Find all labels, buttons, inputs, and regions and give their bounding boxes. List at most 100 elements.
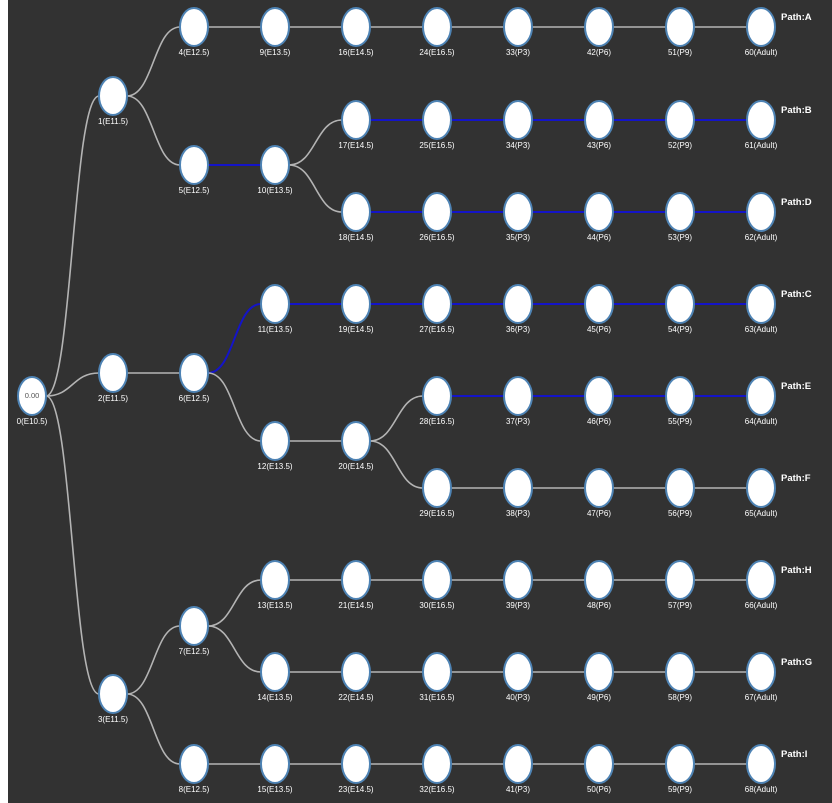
node-circle[interactable]	[341, 421, 371, 461]
node-circle[interactable]	[503, 192, 533, 232]
tree-node-1[interactable]: 1(E11.5)	[98, 76, 128, 126]
node-circle[interactable]	[422, 192, 452, 232]
tree-node-16[interactable]: 16(E14.5)	[338, 7, 374, 57]
node-circle[interactable]	[584, 560, 614, 600]
tree-node-56[interactable]: 56(P9)	[665, 468, 695, 518]
node-circle[interactable]	[503, 100, 533, 140]
tree-node-29[interactable]: 29(E16.5)	[419, 468, 455, 518]
tree-node-14[interactable]: 14(E13.5)	[257, 652, 293, 702]
tree-node-43[interactable]: 43(P6)	[584, 100, 614, 150]
tree-node-51[interactable]: 51(P9)	[665, 7, 695, 57]
tree-node-55[interactable]: 55(P9)	[665, 376, 695, 426]
node-circle[interactable]	[503, 468, 533, 508]
node-circle[interactable]	[584, 468, 614, 508]
tree-node-18[interactable]: 18(E14.5)	[338, 192, 374, 242]
node-circle[interactable]	[503, 560, 533, 600]
tree-node-42[interactable]: 42(P6)	[584, 7, 614, 57]
tree-node-8[interactable]: 8(E12.5)	[179, 744, 210, 794]
node-circle[interactable]	[260, 652, 290, 692]
node-circle[interactable]	[665, 652, 695, 692]
tree-node-57[interactable]: 57(P9)	[665, 560, 695, 610]
node-circle[interactable]	[746, 192, 776, 232]
node-circle[interactable]	[584, 100, 614, 140]
node-circle[interactable]	[98, 674, 128, 714]
tree-node-37[interactable]: 37(P3)	[503, 376, 533, 426]
tree-node-54[interactable]: 54(P9)	[665, 284, 695, 334]
node-circle[interactable]	[179, 7, 209, 47]
tree-node-19[interactable]: 19(E14.5)	[338, 284, 374, 334]
node-circle[interactable]	[746, 100, 776, 140]
node-circle[interactable]	[260, 421, 290, 461]
node-circle[interactable]	[746, 744, 776, 784]
tree-node-32[interactable]: 32(E16.5)	[419, 744, 455, 794]
node-circle[interactable]	[584, 192, 614, 232]
node-circle[interactable]	[17, 376, 47, 416]
node-circle[interactable]	[260, 560, 290, 600]
node-circle[interactable]	[98, 76, 128, 116]
tree-node-49[interactable]: 49(P6)	[584, 652, 614, 702]
node-circle[interactable]	[179, 744, 209, 784]
tree-node-21[interactable]: 21(E14.5)	[338, 560, 374, 610]
tree-node-53[interactable]: 53(P9)	[665, 192, 695, 242]
node-circle[interactable]	[98, 353, 128, 393]
tree-node-17[interactable]: 17(E14.5)	[338, 100, 374, 150]
node-circle[interactable]	[665, 284, 695, 324]
tree-node-45[interactable]: 45(P6)	[584, 284, 614, 334]
tree-node-24[interactable]: 24(E16.5)	[419, 7, 455, 57]
tree-node-20[interactable]: 20(E14.5)	[338, 421, 374, 471]
tree-node-68[interactable]: 68(Adult) Path:I	[745, 744, 808, 794]
node-circle[interactable]	[584, 652, 614, 692]
node-circle[interactable]	[503, 284, 533, 324]
node-circle[interactable]	[584, 744, 614, 784]
tree-node-44[interactable]: 44(P6)	[584, 192, 614, 242]
tree-node-65[interactable]: 65(Adult) Path:F	[745, 468, 811, 518]
node-circle[interactable]	[260, 7, 290, 47]
tree-node-67[interactable]: 67(Adult) Path:G	[745, 652, 812, 702]
tree-node-7[interactable]: 7(E12.5)	[179, 606, 210, 656]
node-circle[interactable]	[665, 560, 695, 600]
tree-node-4[interactable]: 4(E12.5)	[179, 7, 210, 57]
tree-node-25[interactable]: 25(E16.5)	[419, 100, 455, 150]
node-circle[interactable]	[665, 7, 695, 47]
node-circle[interactable]	[422, 744, 452, 784]
node-circle[interactable]	[665, 100, 695, 140]
tree-node-38[interactable]: 38(P3)	[503, 468, 533, 518]
tree-node-9[interactable]: 9(E13.5)	[260, 7, 291, 57]
tree-node-12[interactable]: 12(E13.5)	[257, 421, 293, 471]
tree-node-40[interactable]: 40(P3)	[503, 652, 533, 702]
node-circle[interactable]	[665, 192, 695, 232]
node-circle[interactable]	[746, 376, 776, 416]
tree-node-13[interactable]: 13(E13.5)	[257, 560, 293, 610]
tree-node-34[interactable]: 34(P3)	[503, 100, 533, 150]
node-circle[interactable]	[422, 376, 452, 416]
node-circle[interactable]	[341, 192, 371, 232]
node-circle[interactable]	[422, 284, 452, 324]
tree-node-3[interactable]: 3(E11.5)	[98, 674, 128, 724]
node-circle[interactable]	[746, 468, 776, 508]
node-circle[interactable]	[341, 744, 371, 784]
node-circle[interactable]	[179, 606, 209, 646]
node-circle[interactable]	[422, 100, 452, 140]
node-circle[interactable]	[260, 145, 290, 185]
tree-node-35[interactable]: 35(P3)	[503, 192, 533, 242]
node-circle[interactable]	[584, 376, 614, 416]
tree-node-30[interactable]: 30(E16.5)	[419, 560, 455, 610]
tree-node-5[interactable]: 5(E12.5)	[179, 145, 210, 195]
node-circle[interactable]	[422, 7, 452, 47]
tree-node-26[interactable]: 26(E16.5)	[419, 192, 455, 242]
node-circle[interactable]	[503, 744, 533, 784]
node-circle[interactable]	[179, 145, 209, 185]
tree-node-63[interactable]: 63(Adult) Path:C	[745, 284, 812, 334]
tree-node-28[interactable]: 28(E16.5)	[419, 376, 455, 426]
node-circle[interactable]	[179, 353, 209, 393]
node-circle[interactable]	[746, 652, 776, 692]
tree-node-27[interactable]: 27(E16.5)	[419, 284, 455, 334]
tree-node-41[interactable]: 41(P3)	[503, 744, 533, 794]
tree-node-64[interactable]: 64(Adult) Path:E	[745, 376, 811, 426]
node-circle[interactable]	[260, 744, 290, 784]
node-circle[interactable]	[341, 560, 371, 600]
node-circle[interactable]	[746, 7, 776, 47]
tree-node-23[interactable]: 23(E14.5)	[338, 744, 374, 794]
tree-node-50[interactable]: 50(P6)	[584, 744, 614, 794]
tree-node-48[interactable]: 48(P6)	[584, 560, 614, 610]
